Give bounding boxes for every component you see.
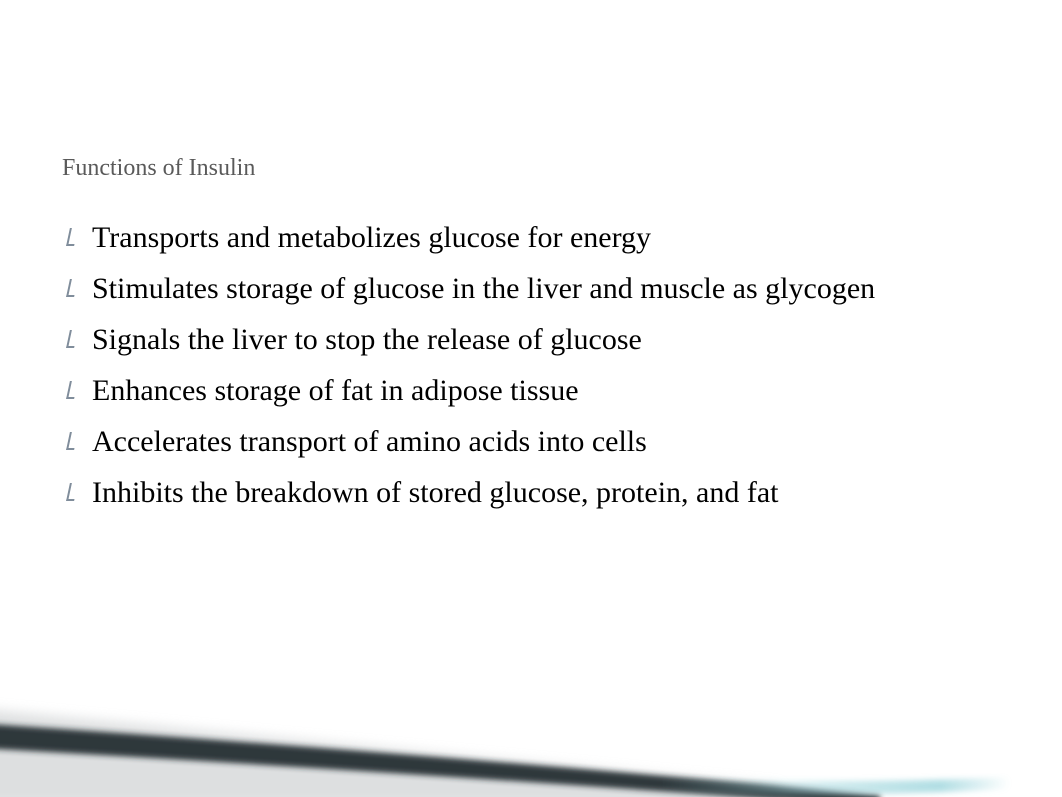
bullet-text: Signals the liver to stop the release of… <box>92 323 642 356</box>
swoosh-dark <box>0 722 880 797</box>
list-item: Inhibits the breakdown of stored glucose… <box>62 467 1002 518</box>
list-item: Transports and metabolizes glucose for e… <box>62 212 1002 263</box>
bullet-text: Inhibits the breakdown of stored glucose… <box>92 476 778 509</box>
list-item: Accelerates transport of amino acids int… <box>62 416 1002 467</box>
bullet-list: Transports and metabolizes glucose for e… <box>62 212 1002 518</box>
slide-content: Transports and metabolizes glucose for e… <box>62 212 1002 518</box>
list-item: Signals the liver to stop the release of… <box>62 314 1002 365</box>
swoosh-light <box>0 707 780 797</box>
bullet-text: Transports and metabolizes glucose for e… <box>92 221 651 254</box>
bullet-text: Enhances storage of fat in adipose tissu… <box>92 374 579 407</box>
decorative-swoosh <box>0 627 1062 797</box>
swoosh-teal <box>660 777 1010 795</box>
slide-title: Functions of Insulin <box>62 155 255 182</box>
bullet-text: Accelerates transport of amino acids int… <box>92 425 647 458</box>
list-item: Enhances storage of fat in adipose tissu… <box>62 365 1002 416</box>
list-item: Stimulates storage of glucose in the liv… <box>62 263 1002 314</box>
slide: Functions of Insulin Transports and meta… <box>0 0 1062 797</box>
bullet-text: Stimulates storage of glucose in the liv… <box>92 272 875 305</box>
